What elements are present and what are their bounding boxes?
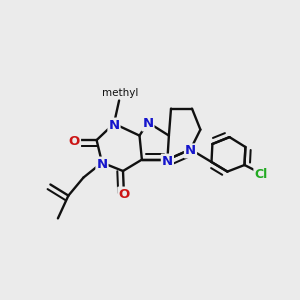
Text: methyl: methyl — [102, 88, 139, 98]
Text: N: N — [162, 154, 173, 168]
Text: N: N — [185, 144, 196, 158]
Text: N: N — [96, 158, 108, 171]
Text: O: O — [69, 135, 80, 148]
Text: O: O — [118, 188, 130, 201]
Text: N: N — [108, 118, 120, 132]
Text: Cl: Cl — [254, 168, 268, 182]
Text: N: N — [142, 117, 154, 130]
